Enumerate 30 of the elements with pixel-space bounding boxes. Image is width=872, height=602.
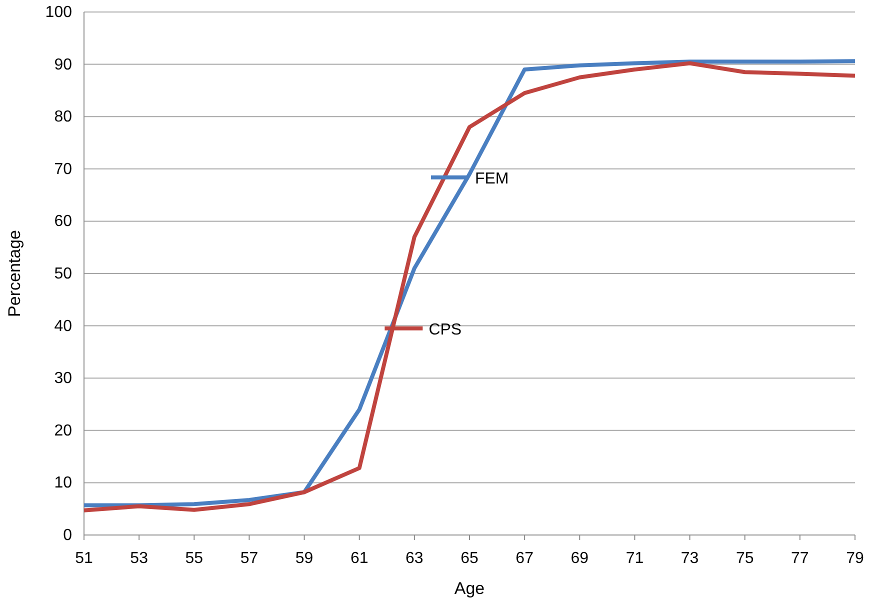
legend-label: CPS — [428, 321, 462, 338]
legend-label: FEM — [474, 170, 509, 188]
x-tick-label: 67 — [516, 550, 534, 567]
x-tick-label: 57 — [240, 550, 258, 567]
x-tick-label: 51 — [75, 550, 93, 567]
y-tick-label: 20 — [54, 422, 72, 440]
x-tick-label: 65 — [460, 550, 478, 567]
x-tick-label: 63 — [406, 550, 424, 567]
x-tick-label: 55 — [185, 550, 204, 567]
y-axis-title: Percentage — [5, 230, 24, 317]
y-tick-label: 90 — [54, 56, 72, 74]
x-tick-label: 75 — [736, 550, 754, 567]
x-tick-label: 53 — [130, 550, 148, 567]
y-tick-label: 60 — [54, 213, 72, 230]
y-tick-label: 100 — [45, 4, 72, 21]
x-tick-label: 73 — [680, 550, 699, 567]
y-tick-label: 30 — [54, 370, 72, 388]
y-tick-label: 10 — [54, 474, 72, 492]
x-tick-label: 79 — [846, 550, 864, 567]
y-tick-label: 0 — [63, 527, 72, 544]
y-tick-label: 50 — [54, 266, 72, 282]
y-tick-label: 40 — [54, 318, 72, 335]
x-tick-label: 77 — [791, 550, 809, 567]
y-tick-label: 70 — [54, 160, 72, 178]
x-tick-label: 61 — [350, 550, 368, 567]
x-axis-title: Age — [454, 579, 485, 598]
y-tick-label: 80 — [54, 108, 72, 126]
x-tick-label: 71 — [626, 550, 644, 567]
x-tick-label: 69 — [570, 550, 589, 567]
x-tick-label: 59 — [295, 550, 314, 567]
